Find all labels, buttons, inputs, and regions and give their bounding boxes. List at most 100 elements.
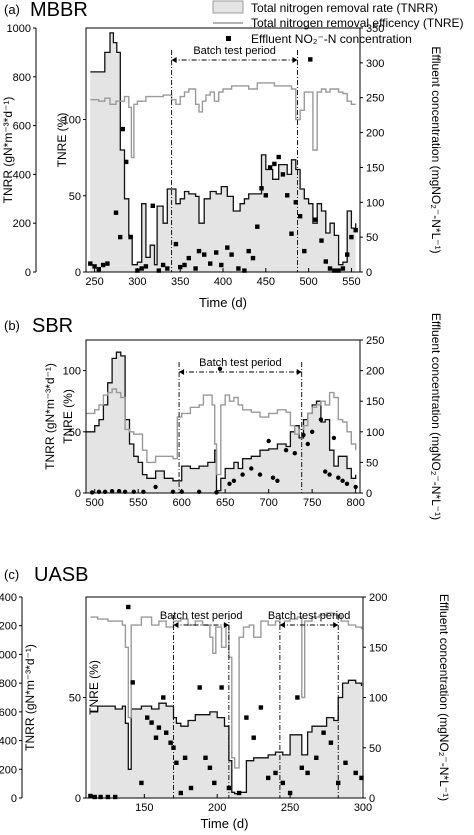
outer-y-tick-label: 1000 (7, 23, 31, 35)
no2-point (302, 248, 307, 254)
no2-point (250, 255, 256, 261)
right-y-tick-label: 100 (366, 197, 384, 209)
right-y-axis-label: Effluent concentration (mgNO₂⁻-N*L⁻¹) (429, 46, 443, 253)
no2-point (118, 234, 123, 240)
legend: Total nitrogen removal rate (TNRR)Total … (212, 0, 464, 46)
no2-point (246, 248, 251, 254)
panel-title: SBR (32, 315, 73, 337)
legend-swatch-tnrr (212, 0, 244, 14)
tnrr-line (90, 32, 357, 266)
no2-point (196, 248, 202, 254)
no2-point (105, 794, 111, 800)
batch-arrow-head (279, 622, 285, 628)
batch-test-label: Batch test period (160, 610, 243, 622)
no2-point (257, 472, 263, 477)
no2-point (263, 193, 268, 198)
no2-point (305, 770, 310, 776)
no2-point (229, 252, 234, 257)
batch-arrow-head (171, 57, 177, 63)
no2-point (255, 224, 260, 229)
no2-point (160, 262, 166, 268)
no2-point (214, 250, 219, 255)
no2-point (128, 234, 133, 240)
no2-point (120, 126, 125, 132)
inner-y-tick-label: 100 (63, 115, 81, 127)
right-y-tick-label: 350 (366, 23, 384, 35)
right-y-tick-label: 150 (366, 162, 384, 174)
outer-y-tick-label: 0 (25, 267, 31, 279)
legend-label: Total nitrogen removal rate (TNRR) (251, 1, 438, 15)
no2-point (88, 793, 93, 799)
right-y-tick-label: 150 (369, 642, 387, 654)
no2-point (149, 720, 154, 725)
no2-point (276, 154, 281, 160)
tnrr-area (86, 352, 356, 493)
no2-point (197, 685, 202, 690)
right-y-tick-label: 250 (366, 93, 384, 105)
no2-point (308, 57, 313, 62)
outer-y-tick-label: 400 (0, 736, 17, 748)
no2-point (266, 775, 271, 781)
tnrr-area (90, 680, 362, 798)
no2-point (280, 172, 286, 177)
right-y-tick-label: 50 (366, 232, 378, 244)
no2-point (353, 484, 358, 490)
no2-point (297, 214, 303, 219)
no2-point (178, 264, 183, 270)
no2-point (249, 466, 254, 471)
no2-point (353, 228, 358, 233)
no2-point (100, 262, 106, 268)
no2-point (165, 266, 170, 271)
no2-point (273, 770, 278, 776)
no2-point (359, 775, 364, 781)
inner-y-tick-label: 0 (75, 267, 81, 279)
no2-point (227, 481, 232, 486)
inner-y-axis-label: TNRE (%) (55, 113, 69, 168)
no2-point (139, 780, 144, 786)
no2-point (285, 193, 290, 198)
x-tick-label: 400 (214, 276, 232, 288)
outer-y-tick-label: 1200 (0, 621, 17, 633)
right-y-tick-label: 200 (366, 366, 384, 378)
no2-point (98, 794, 103, 800)
batch-test-label: Batch test period (193, 45, 276, 57)
no2-point (182, 755, 188, 760)
batch-arrow-head (333, 622, 339, 628)
no2-point (188, 785, 194, 791)
no2-point (139, 266, 144, 271)
no2-point (168, 740, 173, 745)
inner-y-tick-label: 50 (69, 191, 81, 203)
outer-y-axis-label: TNRR (gN*m⁻³*d⁻¹) (23, 644, 37, 751)
no2-point (280, 780, 285, 786)
tnrr-line (90, 679, 363, 795)
x-tick-label: 500 (299, 276, 317, 288)
no2-point (145, 715, 150, 720)
panel-title: MBBR (30, 0, 88, 21)
right-y-tick-label: 0 (369, 793, 375, 805)
no2-point (328, 740, 334, 745)
panel-mbbr: (a) MBBR Batch test period 250 300 350 400 450 5… (1, 0, 464, 310)
right-y-tick-label: 0 (366, 488, 372, 500)
no2-point (319, 238, 324, 243)
no2-point (219, 262, 224, 268)
no2-point (295, 695, 300, 700)
no2-point (116, 489, 122, 494)
no2-point (323, 469, 328, 474)
right-y-tick-label: 200 (366, 128, 384, 140)
no2-point (289, 231, 294, 236)
right-y-tick-label: 100 (366, 427, 384, 439)
x-tick-label: 550 (129, 497, 147, 509)
no2-point (150, 203, 155, 208)
no2-point (270, 475, 276, 480)
tnre-line (86, 388, 357, 476)
inner-y-axis-label: TNRE (%) (61, 389, 75, 444)
right-y-axis-label: Effluent concentration (mgNO₂⁻-N*L⁻¹) (429, 313, 443, 520)
right-y-axis-label: Effluent concentration (mgNO₂⁻-N*L⁻¹) (437, 594, 451, 801)
no2-point (313, 217, 318, 222)
no2-point (310, 429, 315, 434)
no2-point (299, 765, 304, 770)
x-tick-label: 350 (171, 276, 189, 288)
no2-point (236, 790, 242, 796)
panel-tag: (a) (4, 2, 20, 17)
